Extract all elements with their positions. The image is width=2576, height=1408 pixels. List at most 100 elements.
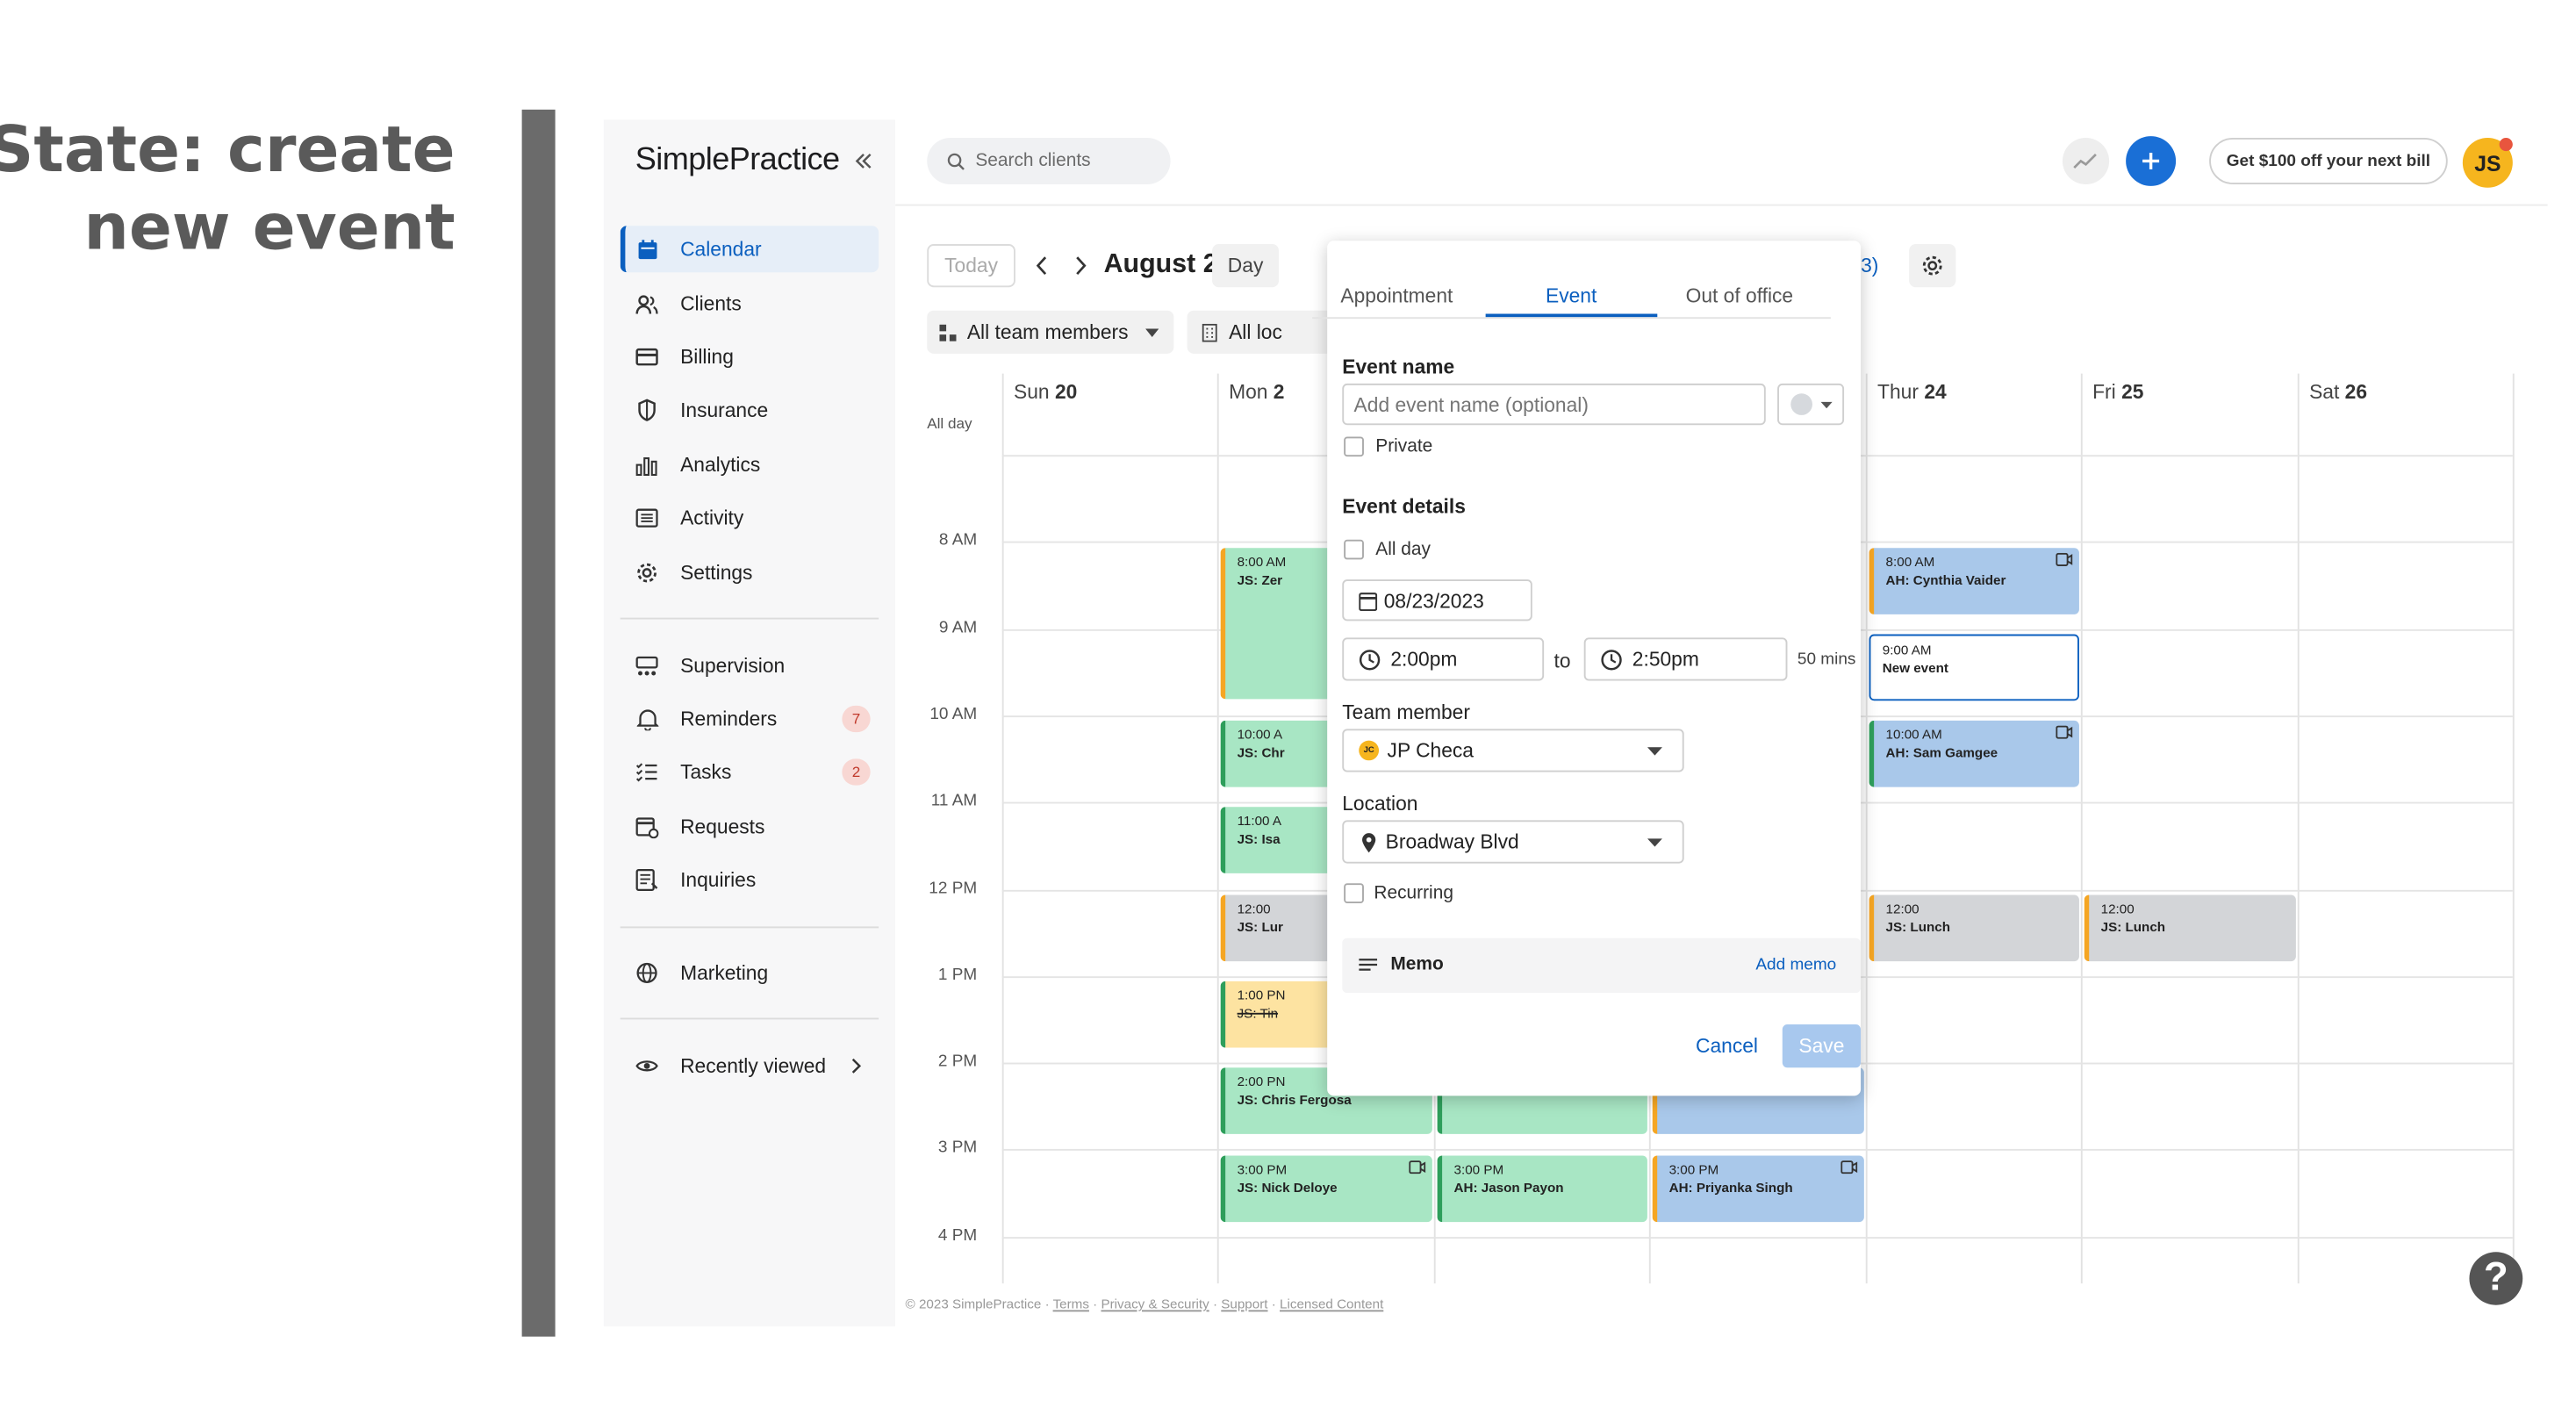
sidebar-item-insurance[interactable]: Insurance [621,387,879,434]
clock-icon [1359,649,1381,671]
prev-icon[interactable] [1036,255,1049,276]
date-field[interactable]: 08/23/2023 [1342,579,1532,621]
footer-licensed-link[interactable]: Licensed Content [1280,1297,1384,1312]
tasks-count-badge: 2 [842,758,871,786]
memo-icon [1359,958,1378,971]
chevron-right-icon [850,1058,862,1074]
memo-section: Memo Add memo [1342,937,1862,994]
notification-dot [2499,137,2513,152]
video-icon [2056,725,2073,739]
event-title: JS: Lur [1237,919,1283,935]
sidebar-item-analytics[interactable]: Analytics [621,442,879,488]
event-title: JS: Zer [1237,572,1283,588]
save-button[interactable]: Save [1782,1024,1862,1068]
team-member-select[interactable]: JC JP Checa [1342,729,1684,772]
sidebar-item-tasks[interactable]: Tasks 2 [621,749,879,795]
day-name: Fri [2092,380,2116,404]
search-input[interactable]: Search clients [927,137,1171,184]
footer-terms-link[interactable]: Terms [1052,1297,1089,1312]
event-time: 3:00 PM [1453,1162,1504,1178]
day-header: Sat 26 [2309,380,2367,403]
calendar-event[interactable]: 12:00 JS: Lunch [2084,894,2296,962]
footer-privacy-link[interactable]: Privacy & Security [1101,1297,1209,1312]
recurring-checkbox[interactable] [1344,883,1364,903]
event-title: AH: Sam Gamgee [1885,745,1998,761]
count-fragment: 3) [1861,254,1879,277]
view-day-button[interactable]: Day [1212,244,1280,288]
divider-bar [521,109,556,1337]
team-member-label: Team member [1342,700,1470,724]
calendar-event[interactable]: 3:00 PM AH: Priyanka Singh [1652,1155,1864,1223]
footer-sep: · [1209,1297,1222,1312]
sidebar-item-label: Activity [680,506,744,530]
day-name: Thur [1877,380,1919,404]
day-column-line [1001,373,1004,1284]
day-column-line [1216,373,1219,1284]
sidebar-item-marketing[interactable]: Marketing [621,950,879,996]
location-label: Location [1342,792,1418,815]
calendar-event[interactable]: 9:00 AM New event [1869,634,2079,701]
promo-button[interactable]: Get $100 off your next bill [2209,137,2448,184]
start-time-field[interactable]: 2:00pm [1342,637,1545,681]
calendar-event[interactable]: 8:00 AM AH: Cynthia Vaider [1869,548,2079,614]
calendar-settings-button[interactable] [1909,244,1956,288]
private-checkbox[interactable] [1344,436,1364,457]
sidebar-item-label: Clients [680,291,742,316]
day-number: 2 [1273,380,1285,404]
footer-support-link[interactable]: Support [1221,1297,1268,1312]
topbar-divider [895,204,2548,206]
tab-appointment[interactable]: Appointment [1340,284,1453,307]
tab-out-of-office[interactable]: Out of office [1685,284,1794,307]
sidebar: SimplePractice Calendar Clients Billing … [603,119,896,1327]
sidebar-item-inquiries[interactable]: Inquiries [621,857,879,903]
sidebar-item-reminders[interactable]: Reminders 7 [621,696,879,743]
end-time-field[interactable]: 2:50pm [1583,637,1788,681]
create-event-popup: Appointment Event Out of office Event na… [1312,241,1862,1096]
gear-icon [635,561,659,584]
location-select[interactable]: Broadway Blvd [1342,820,1684,864]
double-chevron-left-icon[interactable] [854,151,874,171]
trend-icon[interactable] [2062,137,2110,184]
sidebar-item-recently-viewed[interactable]: Recently viewed [621,1043,879,1089]
next-icon[interactable] [1073,255,1087,276]
day-name: Sun [1014,380,1050,404]
color-picker[interactable] [1777,383,1845,426]
sidebar-item-requests[interactable]: Requests [621,803,879,850]
sidebar-item-calendar[interactable]: Calendar [620,226,879,273]
duration-label: 50 mins [1797,650,1856,670]
event-title: JS: Tin [1237,1006,1279,1022]
cancel-button[interactable]: Cancel [1695,1034,1758,1058]
team-member-value: JP Checa [1387,738,1474,763]
sidebar-item-activity[interactable]: Activity [621,495,879,542]
sidebar-item-clients[interactable]: Clients [621,281,879,327]
time-label: 8 AM [938,531,978,550]
calendar-event[interactable]: 12:00 JS: Lunch [1869,894,2079,962]
today-button[interactable]: Today [927,244,1015,288]
calendar-event[interactable]: 10:00 AM AH: Sam Gamgee [1869,720,2079,787]
event-name-input[interactable] [1342,383,1766,426]
eye-icon [635,1054,659,1077]
day-name: Sat [2309,380,2340,404]
all-day-checkbox[interactable] [1344,539,1364,560]
caret-down-icon [1144,327,1159,337]
sidebar-item-supervision[interactable]: Supervision [621,643,879,689]
team-filter-dropdown[interactable]: All team members [927,310,1174,354]
tab-event[interactable]: Event [1546,284,1597,307]
sidebar-divider [620,926,879,929]
calendar-event[interactable]: 3:00 PM AH: Jason Payon [1437,1155,1647,1223]
sidebar-item-label: Calendar [680,237,762,261]
calendar-event[interactable]: 3:00 PM JS: Nick Deloye [1220,1155,1432,1223]
event-time: 10:00 A [1237,727,1283,743]
location-filter-dropdown[interactable]: All loc [1187,310,1338,354]
time-label: 1 PM [937,966,978,985]
sidebar-item-billing[interactable]: Billing [621,334,879,380]
sidebar-item-settings[interactable]: Settings [621,550,879,596]
day-column-line [2297,373,2300,1284]
event-title: AH: Cynthia Vaider [1885,572,2006,588]
help-button[interactable]: ? [2469,1252,2523,1305]
event-time: 2:00 PN [1237,1074,1286,1089]
add-memo-link[interactable]: Add memo [1755,956,1837,975]
add-button[interactable] [2126,136,2177,186]
team-filter-label: All team members [966,320,1129,344]
event-title: AH: Jason Payon [1453,1180,1564,1196]
